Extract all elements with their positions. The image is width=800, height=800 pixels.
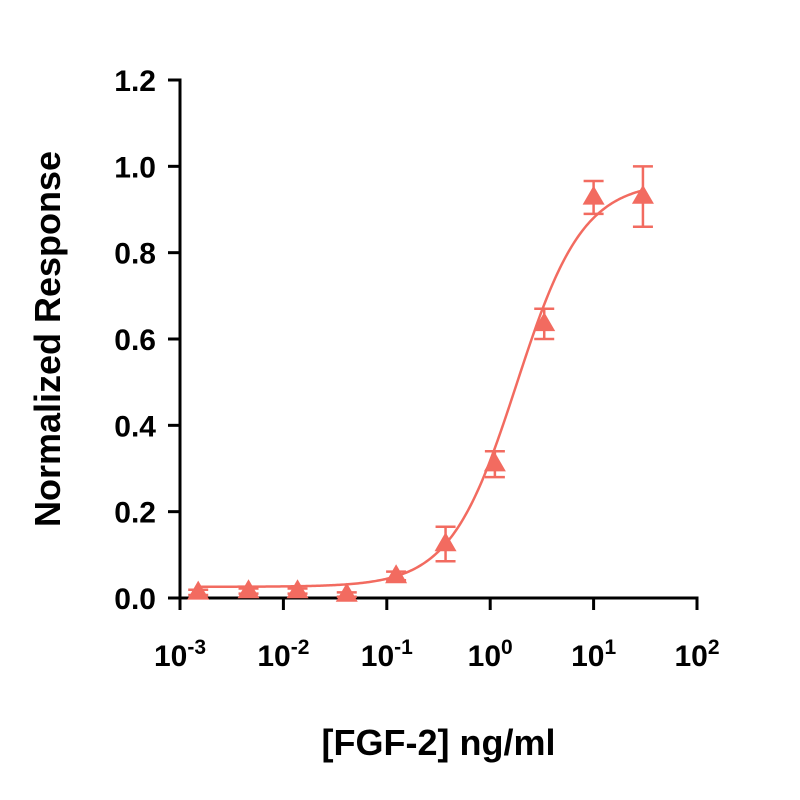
triangle-marker bbox=[385, 564, 408, 584]
x-tick-base: 10 bbox=[468, 640, 501, 673]
fit-curve-layer bbox=[198, 189, 644, 588]
y-tick-label: 0.4 bbox=[114, 410, 156, 443]
x-tick-base: 10 bbox=[257, 640, 290, 673]
data-point bbox=[286, 579, 309, 599]
x-tick-exponent: 0 bbox=[501, 636, 513, 659]
triangle-marker bbox=[187, 580, 210, 600]
y-tick-label: 0.6 bbox=[114, 324, 156, 357]
x-tick-exponent: -1 bbox=[394, 636, 413, 659]
data-point bbox=[187, 580, 210, 600]
data-point bbox=[483, 449, 506, 479]
triangle-marker bbox=[335, 582, 358, 602]
triangle-marker bbox=[631, 184, 654, 204]
triangle-marker bbox=[434, 532, 457, 552]
axes bbox=[178, 78, 699, 600]
data-point bbox=[533, 307, 556, 341]
y-tick-label: 0.2 bbox=[114, 497, 156, 530]
fit-curve bbox=[198, 189, 644, 588]
x-tick-label: 10-1 bbox=[361, 636, 413, 673]
x-tick-exponent: -3 bbox=[187, 636, 206, 659]
y-tick-label: 1.0 bbox=[114, 151, 156, 184]
x-tick-exponent: 1 bbox=[604, 636, 616, 659]
x-tick-label: 101 bbox=[571, 636, 616, 673]
data-point bbox=[385, 564, 408, 584]
x-tick-exponent: 2 bbox=[708, 636, 720, 659]
triangle-marker bbox=[286, 579, 309, 599]
triangle-marker bbox=[483, 452, 506, 472]
y-tick-label: 0.0 bbox=[114, 583, 156, 616]
x-tick-base: 10 bbox=[361, 640, 394, 673]
x-tick-label: 10-3 bbox=[154, 636, 206, 673]
data-point bbox=[434, 525, 457, 563]
y-ticks: 0.0 0.2 0.4 0.6 0.8 1.0 1.2 bbox=[114, 65, 180, 616]
x-axis-title: [FGF-2] ng/ml bbox=[322, 722, 556, 763]
data-point bbox=[582, 179, 605, 216]
y-tick-label: 1.2 bbox=[114, 65, 156, 98]
triangle-marker bbox=[533, 312, 556, 332]
x-tick-label: 10-2 bbox=[257, 636, 309, 673]
x-tick-base: 10 bbox=[154, 640, 187, 673]
y-tick-label: 0.8 bbox=[114, 238, 156, 271]
triangle-marker bbox=[582, 185, 605, 205]
data-point bbox=[631, 165, 654, 229]
x-tick-base: 10 bbox=[571, 640, 604, 673]
triangle-marker bbox=[237, 579, 260, 599]
y-axis-title: Normalized Response bbox=[27, 151, 68, 527]
x-tick-base: 10 bbox=[674, 640, 707, 673]
x-tick-label: 100 bbox=[468, 636, 513, 673]
x-tick-exponent: -2 bbox=[291, 636, 310, 659]
x-tick-label: 102 bbox=[674, 636, 719, 673]
data-point bbox=[237, 579, 260, 599]
data-point bbox=[335, 582, 358, 602]
data-points bbox=[187, 165, 654, 602]
x-ticks: 10-3 10-2 10-1 100 101 102 bbox=[154, 598, 720, 673]
